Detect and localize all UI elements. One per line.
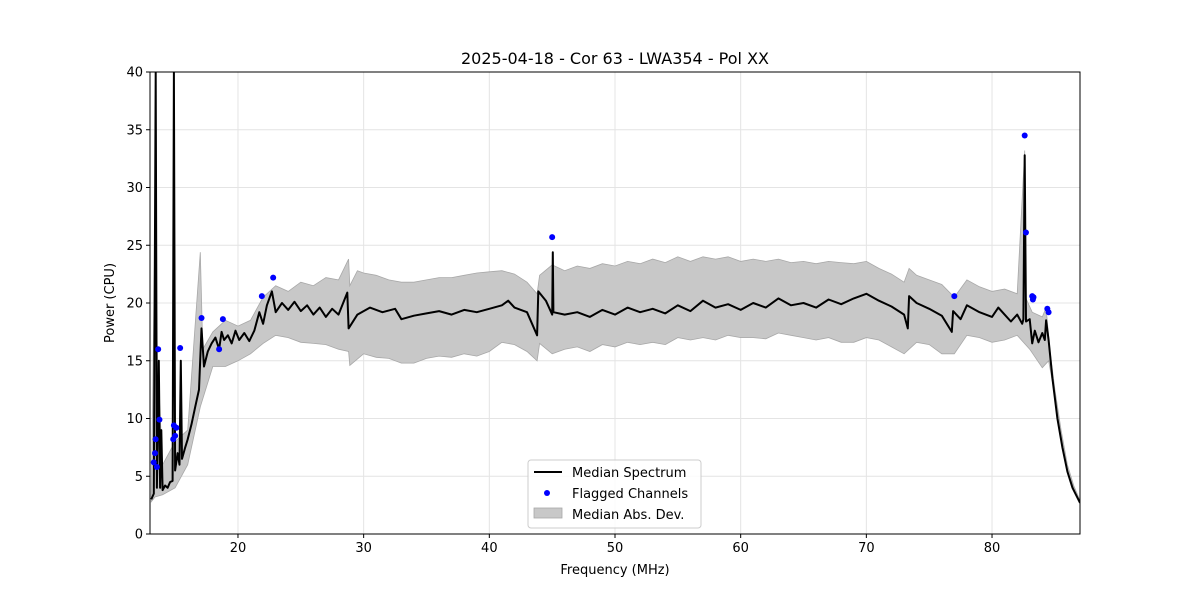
x-axis-ticks: 20 30 40 50 60 70 80 [230,534,1001,556]
y-tick-label: 25 [126,239,143,254]
y-axis-ticks: 0 5 10 15 20 25 30 35 40 [126,66,150,543]
chart-title: 2025-04-18 - Cor 63 - LWA354 - Pol XX [461,49,769,68]
x-tick-label: 40 [481,541,498,556]
flagged-channel-point [270,274,277,281]
x-tick-label: 80 [984,541,1001,556]
y-tick-label: 10 [126,412,143,427]
x-tick-label: 20 [230,541,247,556]
x-tick-label: 70 [858,541,875,556]
y-tick-label: 0 [135,528,143,543]
flagged-channel-point [173,424,180,431]
flagged-channel-point [258,293,265,300]
x-axis-label: Frequency (MHz) [560,563,669,578]
flagged-channel-point [150,459,157,466]
x-tick-label: 60 [732,541,749,556]
legend: Median Spectrum Flagged Channels Median … [527,459,702,529]
flagged-channel-point [951,293,958,300]
y-tick-label: 40 [126,66,143,81]
flagged-channels [150,132,1052,471]
x-tick-label: 50 [607,541,624,556]
flagged-channel-point [1030,294,1037,301]
flagged-channel-point [152,436,159,443]
flagged-channel-point [172,432,179,439]
y-tick-label: 30 [126,181,143,196]
flagged-channel-point [216,346,223,353]
flagged-channel-point [198,315,205,322]
legend-patch-swatch [533,507,563,519]
legend-marker-swatch [544,490,550,496]
flagged-channel-point [1021,132,1028,139]
flagged-channel-point [1045,309,1052,316]
flagged-channel-point [152,450,159,457]
legend-label-flagged: Flagged Channels [572,487,688,502]
legend-label-mad: Median Abs. Dev. [572,508,684,523]
legend-label-median: Median Spectrum [572,466,686,481]
mad-band [150,150,1080,505]
y-axis-label: Power (CPU) [103,263,118,343]
y-tick-label: 35 [126,123,143,138]
flagged-channel-point [153,464,160,471]
flagged-channel-point [549,234,556,241]
flagged-channel-point [177,345,184,352]
flagged-channel-point [219,316,226,323]
median-spectrum-line [150,72,1080,504]
flagged-channel-point [155,346,162,353]
flagged-channel-point [156,416,163,423]
y-tick-label: 20 [126,297,143,312]
x-tick-label: 30 [355,541,372,556]
flagged-channel-point [1022,229,1029,236]
y-tick-label: 15 [126,354,143,369]
y-tick-label: 5 [135,470,143,485]
legend-box [527,459,702,529]
